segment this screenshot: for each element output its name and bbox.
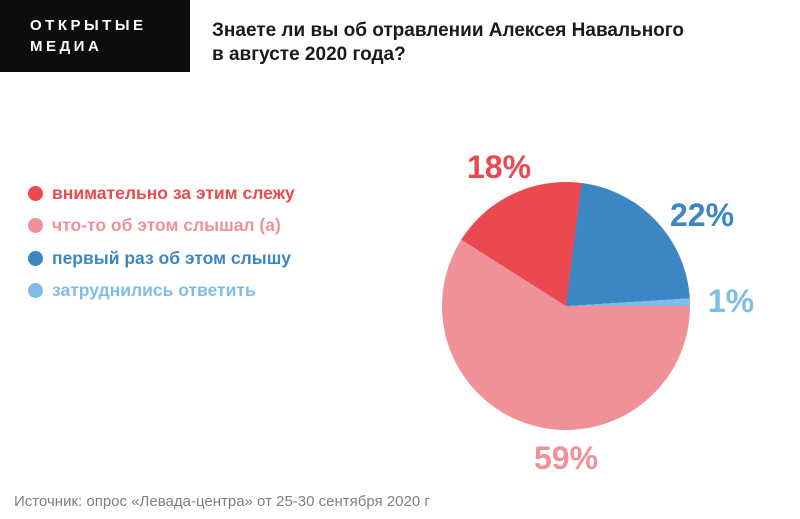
- chart-title: Знаете ли вы об отравлении Алексея Навал…: [212, 19, 684, 66]
- source-note: Источник: опрос «Левада-центра» от 25-30…: [14, 493, 430, 510]
- brand-logo: ОТКРЫТЫЕ МЕДИА: [0, 0, 190, 72]
- legend-dot-icon: [28, 283, 43, 298]
- pie-chart: [442, 182, 690, 430]
- legend-dot-icon: [28, 218, 43, 233]
- legend-label: затруднились ответить: [52, 280, 256, 300]
- chart-legend: внимательно за этим слежу что-то об этом…: [28, 183, 295, 313]
- legend-label: внимательно за этим слежу: [52, 182, 295, 203]
- pie-value-label-heard-something: 59%: [533, 440, 599, 476]
- legend-item-follow-closely: внимательно за этим слежу: [28, 183, 295, 203]
- legend-label: что-то об этом слышал (а): [52, 215, 281, 235]
- brand-name-line1: ОТКРЫТЫЕ: [30, 17, 147, 34]
- legend-item-heard-something: что-то об этом слышал (а): [28, 215, 295, 236]
- legend-dot-icon: [28, 185, 43, 201]
- pie-value-label-undecided: 1%: [707, 283, 755, 319]
- legend-dot-icon: [28, 250, 43, 266]
- legend-label: первый раз об этом слышу: [52, 247, 292, 268]
- pie-value-label-first-time-hearing: 22%: [669, 197, 735, 233]
- legend-item-first-time-hearing: первый раз об этом слышу: [28, 248, 295, 268]
- pie-value-label-follow-closely: 18%: [466, 149, 532, 185]
- chart-title-line1: Знаете ли вы об отравлении Алексея Навал…: [212, 20, 685, 41]
- brand-name-line2: МЕДИА: [30, 38, 103, 55]
- legend-item-undecided: затруднились ответить: [28, 280, 295, 301]
- chart-title-line2: в августе 2020 года?: [212, 43, 406, 65]
